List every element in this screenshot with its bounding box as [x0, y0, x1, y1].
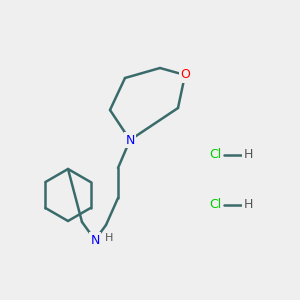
Text: Cl: Cl — [209, 199, 221, 212]
Text: H: H — [105, 233, 113, 243]
Text: N: N — [90, 233, 100, 247]
Text: H: H — [243, 199, 253, 212]
Text: H: H — [243, 148, 253, 161]
Text: N: N — [125, 134, 135, 146]
Text: Cl: Cl — [209, 148, 221, 161]
Text: O: O — [180, 68, 190, 82]
